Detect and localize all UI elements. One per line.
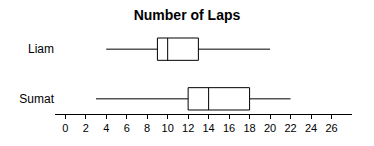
svg-text:Liam: Liam (28, 42, 54, 56)
svg-text:2: 2 (83, 122, 89, 134)
svg-text:26: 26 (325, 122, 337, 134)
svg-text:18: 18 (243, 122, 255, 134)
svg-text:16: 16 (223, 122, 235, 134)
svg-text:20: 20 (264, 122, 276, 134)
svg-text:8: 8 (144, 122, 150, 134)
svg-text:12: 12 (182, 122, 194, 134)
svg-text:6: 6 (124, 122, 130, 134)
svg-text:Sumat: Sumat (19, 92, 54, 106)
svg-text:Number of Laps: Number of Laps (134, 7, 241, 23)
svg-text:0: 0 (62, 122, 68, 134)
svg-text:10: 10 (162, 122, 174, 134)
svg-text:22: 22 (284, 122, 296, 134)
svg-text:14: 14 (202, 122, 214, 134)
svg-text:4: 4 (103, 122, 109, 134)
svg-text:24: 24 (305, 122, 317, 134)
